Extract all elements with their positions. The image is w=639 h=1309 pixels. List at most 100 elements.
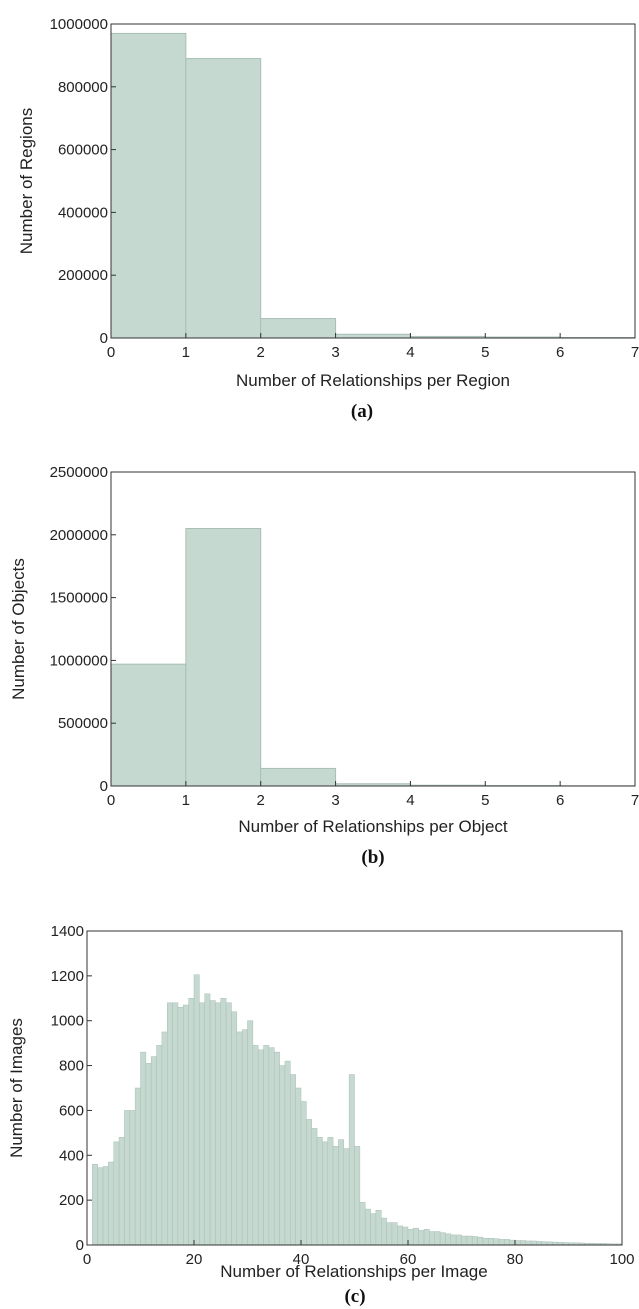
bar-c-52: [370, 1213, 377, 1246]
bar-c-28: [241, 1029, 248, 1246]
bar-c-31: [257, 1049, 264, 1246]
y-tick-label-a-2: 400000: [58, 204, 108, 221]
bar-c-80: [520, 1240, 526, 1246]
y-tick-label-a-5: 1000000: [50, 16, 108, 33]
bar-c-9: [140, 1051, 147, 1246]
bar-c-7: [129, 1110, 136, 1246]
bar-b-0: [110, 663, 187, 787]
bar-c-2: [102, 1166, 109, 1246]
bar-c-58: [402, 1226, 409, 1246]
bar-c-16: [177, 1007, 184, 1246]
bar-c-33: [268, 1047, 275, 1246]
bar-c-3: [108, 1161, 115, 1246]
plot-frame-c: [86, 930, 623, 1246]
y-tick-label-a-3: 600000: [58, 142, 108, 159]
bar-c-40: [306, 1119, 312, 1246]
bar-c-56: [391, 1222, 398, 1246]
bar-c-78: [509, 1239, 516, 1246]
x-tick-label-a-4: 4: [406, 344, 414, 361]
bar-c-37: [290, 1074, 296, 1246]
bar-c-43: [322, 1141, 328, 1246]
x-tick-label-a-5: 5: [481, 344, 489, 361]
bar-c-17: [183, 1004, 189, 1246]
x-tick-label-c-2: 40: [293, 1251, 310, 1268]
bar-c-27: [236, 1031, 243, 1246]
bar-c-55: [386, 1222, 393, 1246]
y-tick-label-c-4: 800: [59, 1058, 84, 1075]
x-tick-label-b-0: 0: [107, 792, 115, 809]
bar-c-83: [536, 1241, 543, 1246]
y-tick-label-a-1: 200000: [58, 267, 108, 284]
bar-c-50: [359, 1202, 366, 1246]
bar-b-2: [260, 767, 337, 787]
bar-c-53: [375, 1209, 382, 1246]
bar-c-49: [354, 1146, 361, 1246]
bar-c-19: [193, 974, 200, 1246]
bar-c-64: [434, 1231, 441, 1246]
bar-c-74: [488, 1238, 494, 1246]
bar-c-42: [316, 1137, 323, 1246]
x-tick-label-a-2: 2: [257, 344, 265, 361]
x-ticks-panel-c: 0 20 40 60 80 100: [83, 1240, 635, 1268]
y-tick-label-c-6: 1200: [51, 968, 84, 985]
x-axis-label-b: Number of Relationships per Object: [238, 817, 508, 836]
plot-frame-a: [110, 23, 636, 339]
bar-c-77: [504, 1239, 510, 1246]
bar-a-0: [110, 32, 187, 339]
bar-c-22: [209, 1000, 216, 1246]
bar-c-35: [279, 1065, 286, 1246]
x-tick-label-b-6: 6: [556, 792, 564, 809]
bar-c-5: [118, 1137, 125, 1246]
bar-c-0: [92, 1164, 98, 1246]
bar-c-44: [327, 1137, 334, 1246]
y-tick-label-b-2: 1000000: [50, 652, 108, 669]
x-tick-label-b-3: 3: [331, 792, 339, 809]
plot-frame-b: [110, 471, 636, 787]
bar-c-21: [204, 993, 211, 1246]
x-ticks-panel-b: 0 1 2 3 4 5 6 7: [107, 781, 639, 809]
bar-c-34: [274, 1051, 280, 1246]
x-tick-label-b-4: 4: [406, 792, 414, 809]
bar-c-71: [471, 1236, 478, 1246]
x-tick-label-b-2: 2: [257, 792, 265, 809]
bar-c-18: [188, 998, 195, 1246]
y-tick-label-c-5: 1000: [51, 1013, 84, 1030]
x-axis-label-a: Number of Relationships per Region: [236, 371, 510, 390]
bar-c-30: [252, 1045, 259, 1246]
y-tick-label-c-1: 200: [59, 1192, 84, 1209]
y-tick-label-a-4: 800000: [58, 79, 108, 96]
bar-c-8: [134, 1087, 141, 1246]
y-axis-label-b: Number of Objects: [9, 558, 28, 700]
bar-a-2: [260, 318, 337, 339]
bar-c-72: [477, 1236, 484, 1246]
y-tick-label-c-2: 400: [59, 1147, 84, 1164]
bar-a-3: [335, 333, 411, 339]
y-tick-label-c-0: 0: [76, 1237, 84, 1254]
bar-c-13: [161, 1031, 168, 1246]
y-tick-label-b-4: 2000000: [50, 527, 108, 544]
x-tick-label-a-3: 3: [331, 344, 339, 361]
bar-c-84: [541, 1241, 548, 1246]
caption-b: (b): [361, 847, 384, 868]
bar-c-11: [150, 1056, 157, 1246]
bar-c-46: [338, 1139, 345, 1246]
bar-c-65: [439, 1232, 446, 1246]
bar-a-1: [185, 58, 262, 339]
bar-c-41: [311, 1128, 318, 1246]
bar-c-39: [300, 1101, 307, 1246]
bar-c-23: [215, 1002, 221, 1246]
x-tick-label-c-4: 80: [507, 1251, 524, 1268]
x-tick-label-c-3: 60: [400, 1251, 417, 1268]
bar-c-12: [156, 1045, 163, 1246]
bar-c-75: [493, 1238, 500, 1246]
bar-c-45: [332, 1146, 339, 1246]
x-tick-label-a-0: 0: [107, 344, 115, 361]
bar-c-70: [466, 1235, 473, 1246]
x-ticks-panel-a: 0 1 2 3 4 5 6 7: [107, 333, 639, 361]
bar-c-14: [167, 1002, 173, 1246]
bar-c-48: [348, 1074, 355, 1246]
bar-c-26: [231, 1011, 238, 1246]
bar-c-32: [263, 1045, 270, 1246]
bar-c-68: [455, 1234, 462, 1246]
